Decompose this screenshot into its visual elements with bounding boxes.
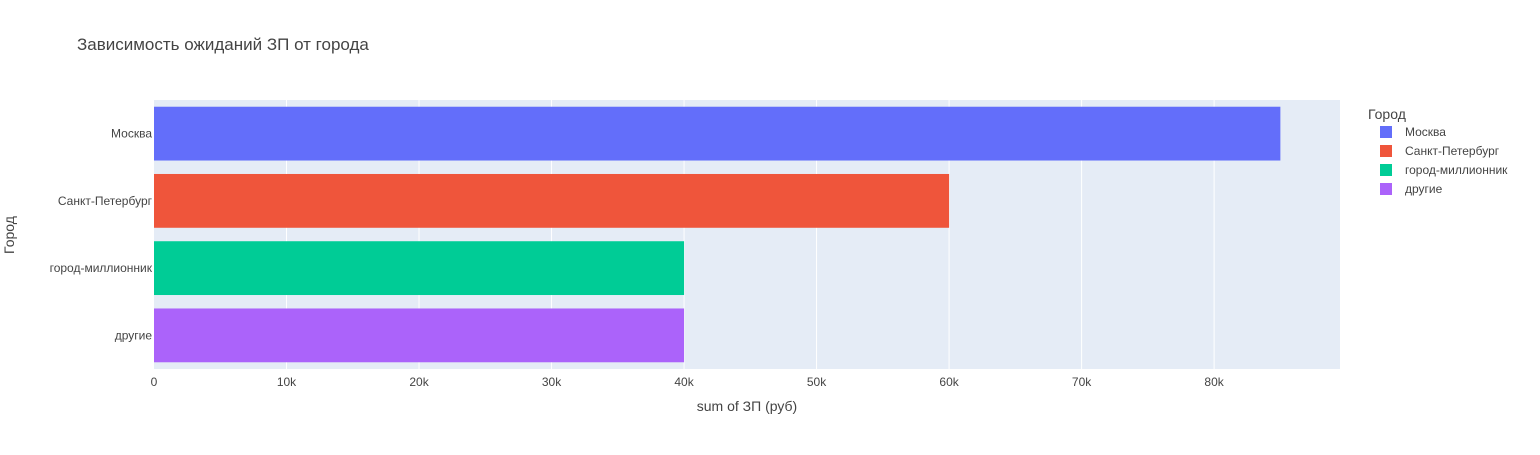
legend-item-label[interactable]: Москва: [1405, 125, 1446, 139]
bar[interactable]: [154, 241, 685, 296]
legend-swatch[interactable]: [1380, 126, 1392, 138]
legend-item-label[interactable]: другие: [1405, 182, 1443, 196]
bar[interactable]: [154, 106, 1281, 161]
legend-swatch[interactable]: [1380, 145, 1392, 157]
x-axis-label: sum of ЗП (руб): [697, 398, 797, 414]
y-tick-label: Санкт-Петербург: [58, 194, 153, 208]
chart-title: Зависимость ожиданий ЗП от города: [77, 35, 369, 54]
x-tick-label: 10k: [277, 375, 297, 389]
bars: [154, 106, 1281, 363]
x-tick-labels: 0 10k 20k 30k 40k 50k 60k 70k 80k: [151, 375, 1225, 389]
y-tick-label: другие: [115, 328, 153, 342]
legend-swatch[interactable]: [1380, 183, 1392, 195]
x-tick-label: 80k: [1204, 375, 1224, 389]
bar[interactable]: [154, 308, 685, 363]
y-tick-labels: Москва Санкт-Петербург город-миллионник дру…: [50, 127, 153, 343]
legend-title: Город: [1368, 106, 1406, 122]
legend-item-label[interactable]: город-миллионник: [1405, 163, 1508, 177]
x-tick-label: 70k: [1072, 375, 1092, 389]
legend: Город Москва Санкт-Петербург город-миллион…: [1368, 106, 1508, 196]
y-axis-label: Город: [1, 216, 17, 254]
x-tick-label: 40k: [674, 375, 694, 389]
legend-swatch[interactable]: [1380, 164, 1392, 176]
x-tick-label: 50k: [807, 375, 827, 389]
legend-item-label[interactable]: Санкт-Петербург: [1405, 144, 1500, 158]
y-tick-label: Москва: [111, 127, 152, 141]
y-tick-label: город-миллионник: [50, 261, 153, 275]
x-tick-label: 60k: [939, 375, 959, 389]
x-tick-label: 0: [151, 375, 158, 389]
bar[interactable]: [154, 173, 950, 228]
x-tick-label: 20k: [409, 375, 429, 389]
x-tick-label: 30k: [542, 375, 562, 389]
